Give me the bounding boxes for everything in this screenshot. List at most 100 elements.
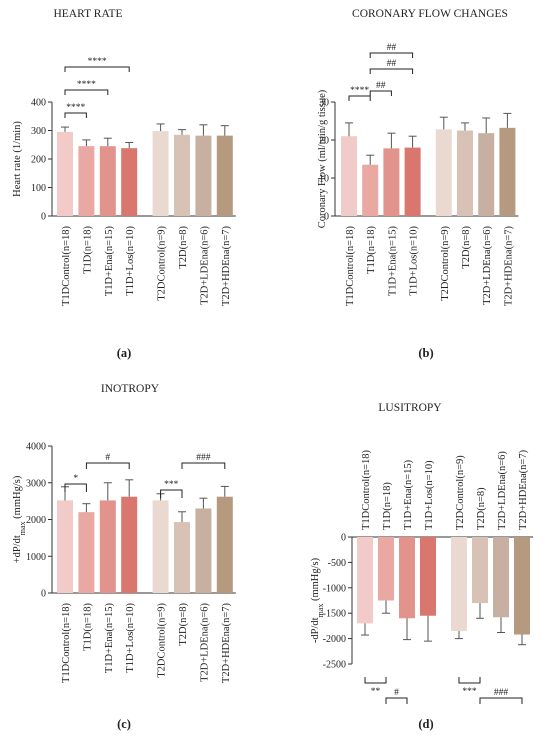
bar: [357, 537, 373, 624]
bar: [435, 129, 452, 216]
category-label: T2D+LDEna(n=6): [199, 602, 210, 681]
bar: [451, 537, 467, 631]
y-tick-label: 10: [319, 174, 329, 185]
bar: [362, 164, 379, 216]
y-tick-label: 0: [341, 533, 346, 544]
significance-label: ****: [88, 57, 107, 67]
category-label: T1D(n=18): [82, 603, 93, 651]
category-label: T2DControl(n=9): [157, 226, 168, 301]
significance-bracket: [64, 89, 109, 95]
category-label: T1DControl(n=18): [345, 226, 356, 306]
category-label: T2D+HDEna(n=7): [221, 226, 232, 307]
significance-label: ##: [376, 81, 386, 91]
category-label: T1D+Los(n=10): [424, 460, 435, 530]
significance-label: ****: [350, 86, 369, 96]
panel-a-label: (a): [117, 346, 132, 360]
significance-label: ###: [196, 453, 211, 463]
panel-d-label: (d): [418, 717, 433, 731]
panel-b-label: (b): [418, 346, 433, 360]
category-label: T2D(n=8): [178, 603, 189, 646]
significance-bracket: [364, 677, 387, 684]
category-label: T1D(n=18): [382, 482, 393, 530]
category-label: T1D+Los(n=10): [125, 226, 136, 296]
bar: [457, 130, 473, 216]
bar: [420, 537, 436, 616]
bar: [78, 512, 95, 593]
significance-label: **: [371, 687, 381, 697]
y-tick-label: -2500: [323, 660, 346, 671]
significance-label: ###: [494, 688, 509, 698]
y-axis-label: +dP/dtmax (mmHg/s): [12, 475, 27, 563]
panel-a: HEART RATE (a) 0 100 200 300 400 Heart rate (…: [12, 8, 236, 360]
y-tick-label: 100: [31, 183, 46, 194]
panel-c: INOTROPY (c) 0 1000 2000 3000 4000 +dP/dtmax …: [12, 383, 236, 731]
category-label: T1D+Ena(n=15): [104, 226, 115, 297]
bar: [341, 136, 357, 216]
significance-bracket: [160, 489, 183, 498]
bar: [174, 134, 190, 216]
bar: [383, 148, 400, 216]
bar: [472, 537, 488, 604]
category-label: T2DControl(n=9): [157, 603, 168, 678]
category-label: T1D+Ena(n=15): [387, 226, 398, 297]
category-label: T1D(n=18): [366, 226, 377, 274]
y-axis-label: Coronary Flow (ml/min/g tissue): [317, 89, 328, 228]
panel-d: LUSITROPY (d) 0 -500 -1000 -1500 -2000 -2500 -…: [310, 402, 533, 731]
y-tick-label: 0: [324, 212, 329, 223]
bar: [152, 131, 169, 216]
bar: [378, 537, 394, 601]
bar: [99, 146, 116, 216]
bar: [78, 146, 95, 216]
bar: [399, 537, 415, 619]
significance-bracket: [85, 462, 130, 469]
bar: [216, 135, 233, 216]
y-tick-label: 0: [41, 212, 46, 223]
significance-bracket: [64, 112, 87, 118]
significance-label: #: [105, 453, 110, 463]
bar: [195, 508, 212, 593]
significance-bracket: [385, 697, 408, 704]
y-tick-label: 1000: [26, 552, 46, 563]
bar: [493, 537, 509, 618]
significance-label: ****: [77, 80, 96, 90]
significance-bracket: [64, 483, 87, 492]
category-label: T1DControl(n=18): [61, 603, 72, 683]
category-label: T1D+Ena(n=15): [104, 603, 115, 674]
category-label: T2D+LDEna(n=6): [482, 225, 493, 304]
category-label: T2DControl(n=9): [440, 226, 451, 301]
category-label: T2D+HDEna(n=7): [221, 603, 232, 684]
y-tick-label: 3000: [26, 478, 46, 489]
bar: [195, 135, 212, 216]
bar: [57, 500, 73, 593]
category-label: T2DControl(n=9): [455, 455, 466, 530]
y-axis-label: Heart rate (1/min): [12, 121, 23, 197]
y-tick-label: 20: [319, 136, 329, 147]
category-label: T1D+Los(n=10): [125, 603, 136, 673]
y-tick-label: 30: [319, 98, 329, 109]
y-tick-label: 4000: [26, 442, 46, 453]
category-label: T1D(n=18): [82, 226, 93, 274]
category-label: T2D(n=8): [476, 487, 487, 530]
category-label: T2D(n=8): [461, 226, 472, 269]
bar: [152, 500, 169, 593]
panel-c-title: INOTROPY: [101, 383, 160, 395]
category-label: T2D+LDEna(n=6): [497, 451, 508, 530]
y-tick-label: -1000: [323, 583, 346, 594]
y-axis-label: -dP/dtmax (mmHg/s): [310, 557, 325, 643]
significance-bracket: [369, 68, 414, 74]
significance-bracket: [348, 95, 371, 101]
category-label: T1D+Ena(n=15): [403, 459, 414, 530]
significance-label: ***: [164, 480, 179, 490]
significance-label: ##: [387, 43, 397, 53]
category-label: T1DControl(n=18): [361, 450, 372, 530]
bar: [216, 496, 233, 593]
category-label: T1DControl(n=18): [61, 226, 72, 306]
bar: [478, 133, 495, 216]
y-tick-label: 300: [31, 126, 46, 137]
significance-label: ***: [462, 687, 477, 697]
bar: [499, 127, 516, 216]
panel-c-label: (c): [117, 717, 131, 731]
category-label: T2D+HDEna(n=7): [518, 449, 529, 530]
bar: [99, 500, 116, 593]
